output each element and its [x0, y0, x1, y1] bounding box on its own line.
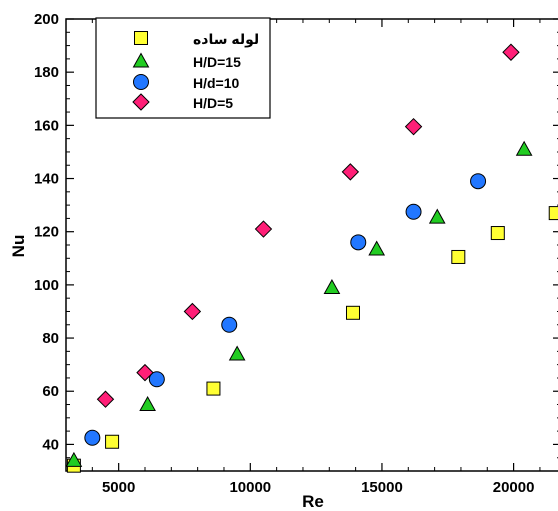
x-axis-title: Re: [302, 492, 324, 511]
y-tick-label: 180: [34, 64, 59, 81]
data-point-circle: [84, 429, 101, 446]
data-point-triangle: [228, 345, 246, 361]
legend-label-plain-tube: لوله ساده: [193, 31, 259, 48]
y-tick-label: 100: [34, 277, 59, 294]
data-point-diamond: [502, 43, 520, 61]
x-tick-label: 5000: [102, 479, 135, 496]
data-point-triangle: [428, 208, 446, 224]
y-tick-label: 60: [42, 383, 59, 400]
x-tick-label: 15000: [361, 479, 403, 496]
data-point-diamond: [96, 390, 115, 408]
tick-labels: 5000 10000 15000 20000 40 60 80 100 120 140 160 180…: [34, 11, 534, 496]
data-point-diamond: [136, 363, 154, 382]
y-tick-label: 160: [34, 117, 59, 134]
legend-box: [95, 17, 271, 119]
legend-marker-diamond: [132, 93, 150, 111]
data-point-circle: [148, 371, 165, 388]
axis-ticks: [65, 18, 558, 472]
legend-label-hd15: H/D=15: [193, 54, 241, 70]
data-point-square: [206, 381, 221, 396]
y-tick-label: 40: [42, 436, 59, 453]
y-tick-label: 140: [34, 171, 59, 188]
data-point-square: [105, 434, 120, 449]
legend: لوله ساده H/D=15 H/d=10 H/D=5: [95, 17, 271, 119]
data-point-diamond: [183, 302, 202, 321]
legend-markers: [132, 31, 150, 111]
data-point-square: [490, 226, 505, 241]
data-point-triangle: [368, 240, 386, 256]
data-point-triangle: [323, 279, 341, 295]
y-tick-label: 200: [34, 11, 59, 28]
legend-marker-square: [134, 31, 148, 45]
data-point-circle: [350, 234, 367, 251]
data-point-square: [345, 305, 360, 320]
data-point-circle: [470, 173, 487, 190]
data-point-square: [451, 249, 466, 264]
legend-label-hd10: H/d=10: [193, 75, 240, 91]
data-point-triangle: [139, 395, 156, 412]
x-tick-label: 10000: [229, 479, 271, 496]
legend-marker-circle: [133, 74, 149, 90]
y-tick-label: 120: [34, 224, 59, 241]
legend-label-hd5: H/D=5: [193, 95, 233, 111]
y-axis-title: Nu: [9, 235, 28, 258]
data-point-square: [548, 206, 558, 221]
legend-marker-triangle: [132, 52, 150, 68]
data-point-diamond: [254, 220, 273, 238]
data-point-circle: [221, 316, 238, 333]
data-point-triangle: [65, 451, 83, 467]
data-point-triangle: [515, 140, 533, 156]
y-tick-label: 80: [42, 330, 59, 347]
data-point-diamond: [341, 163, 360, 181]
data-point-diamond: [404, 117, 423, 136]
x-tick-label: 20000: [493, 479, 535, 496]
data-point-circle: [405, 203, 422, 220]
data-markers: [65, 43, 558, 473]
